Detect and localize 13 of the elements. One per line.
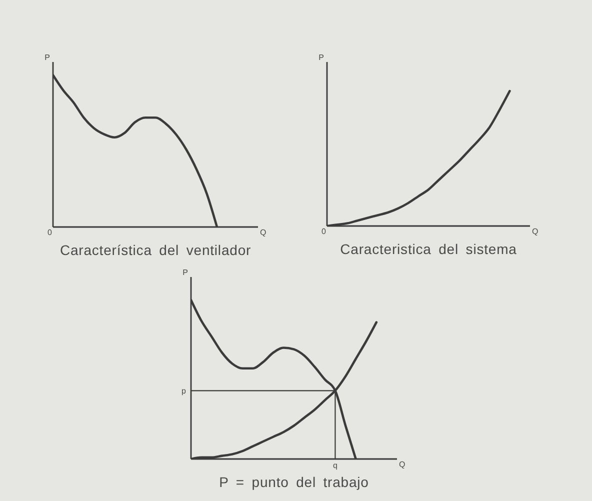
y-axis-title: P [318,53,324,62]
text: 0 [48,228,52,237]
x-axis-title: Q [399,460,406,469]
ref-line-label: p [182,386,187,396]
text: Caracteristica del sistema [339,241,518,257]
text: q [332,461,338,470]
text: 0 [322,227,326,236]
x-axis-title: Q [260,228,266,237]
text: P = punto del trabajo [218,474,370,490]
y-axis-title: P [182,268,188,277]
y-axis-title: P [44,53,50,62]
text: Característica del ventilador [58,242,252,258]
x-axis-title: Q [532,227,538,236]
